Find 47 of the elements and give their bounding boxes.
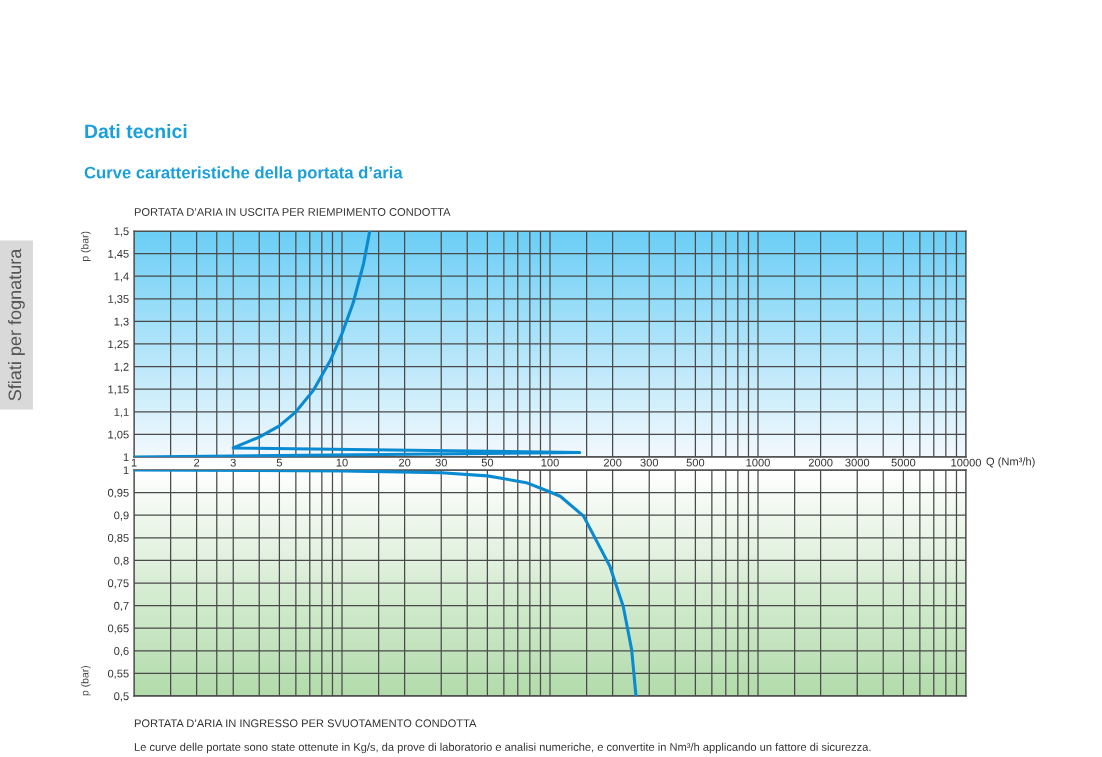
- y-tick-label: 0,8: [114, 556, 129, 566]
- y-tick-label: 0,85: [107, 534, 129, 544]
- y-tick-label: 0,95: [107, 488, 129, 499]
- chart-title: PORTATA D’ARIA IN USCITA PER RIEMPIMENTO CONDOTTA: [134, 208, 451, 216]
- x-tick-label: 20: [398, 458, 411, 467]
- y-tick-label: 0,65: [107, 624, 129, 634]
- y-tick-label: 1,4: [114, 272, 129, 282]
- x-tick-label: 5000: [891, 458, 916, 467]
- x-tick-label: 100: [541, 458, 559, 467]
- x-tick-label: 3000: [845, 458, 870, 467]
- text: Curve caratteristiche della portata d’aria: [84, 166, 403, 182]
- y-tick-label: 0,7: [114, 601, 129, 612]
- x-tick-label: 5: [276, 458, 283, 467]
- x-tick-label: 10000: [951, 458, 982, 467]
- x-tick-label: 2: [194, 458, 200, 467]
- y-tick-label: 1,25: [108, 340, 129, 350]
- x-tick-label: 30: [435, 458, 447, 467]
- x-tick-label: 1: [131, 458, 137, 467]
- y-tick-label: 1,2: [114, 362, 129, 373]
- x-tick-label: 10: [336, 458, 348, 467]
- text: Sfiati per fognatura: [8, 248, 25, 401]
- text: Dati tecnici: [85, 123, 187, 139]
- text: PORTATA D’ARIA IN INGRESSO PER SVUOTAMENTO CONDOTTA: [134, 719, 477, 728]
- y-tick-label: 1,35: [108, 295, 129, 305]
- y-tick-label: 1: [123, 466, 129, 475]
- x-tick-label: 1000: [746, 458, 770, 467]
- x-axis-title: Q (Nm³/h): [986, 457, 1035, 468]
- y-tick-label: 0,9: [114, 511, 129, 521]
- y-tick-label: 0,55: [107, 669, 129, 679]
- y-tick-label: 1,5: [114, 227, 129, 237]
- x-tick-label: 3: [230, 458, 236, 467]
- y-tick-label: 1,15: [108, 385, 129, 395]
- x-tick-label: 2000: [808, 458, 833, 467]
- x-tick-label: 500: [686, 458, 705, 467]
- x-tick-label: 200: [603, 458, 622, 467]
- y-tick-label: 1,1: [114, 408, 129, 418]
- x-tick-label: 300: [640, 458, 659, 467]
- x-tick-label: 50: [481, 458, 494, 467]
- y-axis-title: p (bar): [80, 665, 91, 696]
- y-tick-label: 1,05: [108, 430, 129, 440]
- text: Le curve delle portate sono state ottenute in Kg/s, da prove di laboratorio e analisi numeriche, e convertite in Nm³/h applicando un fattore di sicurezza.: [134, 742, 871, 754]
- y-tick-label: 1,3: [114, 317, 129, 327]
- y-tick-label: 1,45: [108, 249, 129, 260]
- y-tick-label: 0,6: [114, 647, 129, 657]
- y-axis-title: p (bar): [80, 231, 91, 261]
- y-tick-label: 0,75: [107, 579, 129, 589]
- y-tick-label: 0,5: [114, 692, 129, 702]
